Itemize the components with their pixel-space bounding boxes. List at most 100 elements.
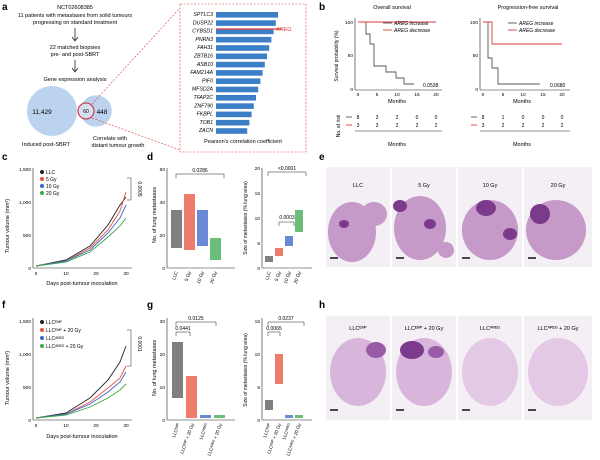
pfs-curve-decrease xyxy=(483,21,562,45)
g-left-ytick: 10 xyxy=(160,385,166,391)
pfs-risk-cell: 2 xyxy=(502,123,505,129)
d-left-xtick: 20 Gy xyxy=(209,270,219,285)
d-right-ytick: 5 xyxy=(257,241,260,247)
f-legend-3: LLCᴬᴿᴱᴳ xyxy=(46,336,65,342)
f-line-areg xyxy=(35,371,127,419)
gene-bar xyxy=(216,61,265,68)
os-risk-cell: 0 xyxy=(416,115,419,121)
h-tile-1: LLCᴱᴹᴾ xyxy=(326,316,390,420)
d-right-pvalue-b: 0.0003 xyxy=(279,215,295,221)
gene-label: PIF0 xyxy=(202,78,213,84)
d-left-ylabel: No. of lung metastases xyxy=(152,187,158,244)
gene-label: ZNF790 xyxy=(193,103,213,109)
d-right-ytick: 10 xyxy=(255,216,261,222)
os-ytick: 50 xyxy=(348,53,354,59)
venn-connector xyxy=(91,7,181,151)
f-legend-dot xyxy=(40,328,44,332)
pfs-risk-cell: 2 xyxy=(561,123,564,129)
e-tile-3: 10 Gy xyxy=(458,167,522,267)
biopsy-line-1: 22 matched biopsies xyxy=(50,45,101,51)
os-title: Overall survival xyxy=(373,5,411,11)
trial-id: NCT02608385 xyxy=(57,5,93,11)
panel-b: Overall survival Survival probability (%… xyxy=(334,5,570,148)
os-xtick: 20 xyxy=(433,92,439,98)
gene-label: FAH31 xyxy=(197,45,213,51)
g-rbox-areg-20gy xyxy=(295,415,303,418)
panel-letter-g: g xyxy=(147,300,153,311)
panel-letter-b: b xyxy=(319,2,325,13)
g-left-xticks: LLCᴱᴹᴾ LLCᴱᴹᴾ + 20 Gy LLCᴬᴿᴱᴳ LLCᴬᴿᴱᴳ + … xyxy=(171,422,223,457)
os-ylabel: Survival probability (%) xyxy=(334,30,340,81)
d-box-10gy xyxy=(197,210,208,246)
pfs-ytick: 0 xyxy=(475,87,478,93)
pfs-yticks: 100 50 0 xyxy=(470,20,478,93)
e-label-4: 20 Gy xyxy=(551,183,566,189)
gene-bars xyxy=(216,12,282,134)
cohort-line-2: progressing on standard treatment xyxy=(33,20,118,26)
pfs-title: Progression-free survival xyxy=(498,5,559,11)
venn-left-label: Induced post-SBRT xyxy=(22,142,71,148)
os-xtick: 5 xyxy=(376,92,379,98)
c-sig-bracket xyxy=(127,177,132,201)
pfs-risk-cell: 3 xyxy=(482,123,485,129)
venn-right-label-2: distant tumour growth xyxy=(92,143,145,149)
d-right-xtick: LLC xyxy=(264,270,273,281)
os-risk-table: 8 3 2 0 0 3 3 2 2 2 xyxy=(357,115,438,129)
gene-bar xyxy=(216,70,263,76)
os-risk-cell: 3 xyxy=(376,123,379,129)
os-risk-cell: 2 xyxy=(435,123,438,129)
d-right-xtick: 20 Gy xyxy=(293,270,303,285)
g-right-xticks: LLCᴱᴹᴾ LLCᴱᴹᴾ + 20 Gy LLCᴬᴿᴱᴳ LLCᴬᴿᴱᴳ + … xyxy=(262,422,302,457)
c-xtick: 0 xyxy=(35,271,38,277)
os-risk-cell: 2 xyxy=(396,123,399,129)
g-box-areg-20gy xyxy=(214,415,225,418)
pfs-legend-2: AREG decrease xyxy=(518,28,555,34)
os-risk-cell: 0 xyxy=(435,115,438,121)
g-left-xtick: LLCᴬᴿᴱᴳ xyxy=(199,422,210,440)
h-label-4: LLCᴬᴿᴱᴳ + 20 Gy xyxy=(538,324,579,332)
venn-right-label-1: Correlate with xyxy=(93,136,127,142)
c-ytick: 500 xyxy=(23,233,31,239)
g-right-bracket-b xyxy=(267,331,281,336)
c-xticks: 0 10 20 30 xyxy=(35,271,129,277)
c-legend-1: LLC xyxy=(46,170,56,176)
gene-label: DUSP22 xyxy=(193,20,213,26)
pfs-xticks: 0 5 10 15 20 xyxy=(482,92,565,98)
d-left-ytick: 0 xyxy=(162,266,165,272)
h-label-3: LLCᴬᴿᴱᴳ xyxy=(480,324,500,332)
d-left-pvalue: 0.0286 xyxy=(192,168,208,174)
gene-bar xyxy=(216,53,267,60)
c-xtick: 10 xyxy=(63,271,69,277)
g-left-pvalue-b: 0.0441 xyxy=(175,326,191,332)
gene-bar xyxy=(216,20,276,26)
gene-bar xyxy=(216,119,250,126)
g-left-yticks: 0 10 20 30 xyxy=(160,319,166,424)
venn-left-count: 11,429 xyxy=(32,109,52,116)
os-risk-cell: 2 xyxy=(396,115,399,121)
flow-arrow-2 xyxy=(71,60,79,73)
d-right-bracket-b xyxy=(278,221,295,226)
g-right-ytick: 10 xyxy=(255,352,261,358)
os-yticks: 100 50 0 xyxy=(345,20,353,93)
gene-label: ZACN xyxy=(198,128,213,134)
panel-letter-c: c xyxy=(2,152,8,163)
os-risk-cell: 3 xyxy=(357,123,360,129)
g-right-ytick: 15 xyxy=(255,319,261,325)
e-label-1: LLC xyxy=(353,183,363,189)
f-yticks: 0 500 1,000 1,500 xyxy=(19,319,31,424)
analysis-label: Gene expression analysis xyxy=(44,77,107,83)
areg-label: AREG xyxy=(275,27,292,33)
os-ytick: 0 xyxy=(350,87,353,93)
os-curve-increase xyxy=(358,21,414,85)
pfs-risk-cell: 8 xyxy=(482,115,485,121)
panel-letter-a: a xyxy=(2,2,8,13)
pfs-risk-cell: 0 xyxy=(522,115,525,121)
pfs-curve-increase xyxy=(483,21,540,85)
f-xtick: 0 xyxy=(35,423,38,429)
d-rbox-20gy xyxy=(295,210,303,232)
gene-bar xyxy=(216,78,261,84)
gene-label: PNRN3 xyxy=(195,37,213,43)
g-right-ylabel: Size of metastases (% lung area) xyxy=(243,333,249,407)
pfs-xtick: 15 xyxy=(540,92,546,98)
os-xtick: 10 xyxy=(394,92,400,98)
